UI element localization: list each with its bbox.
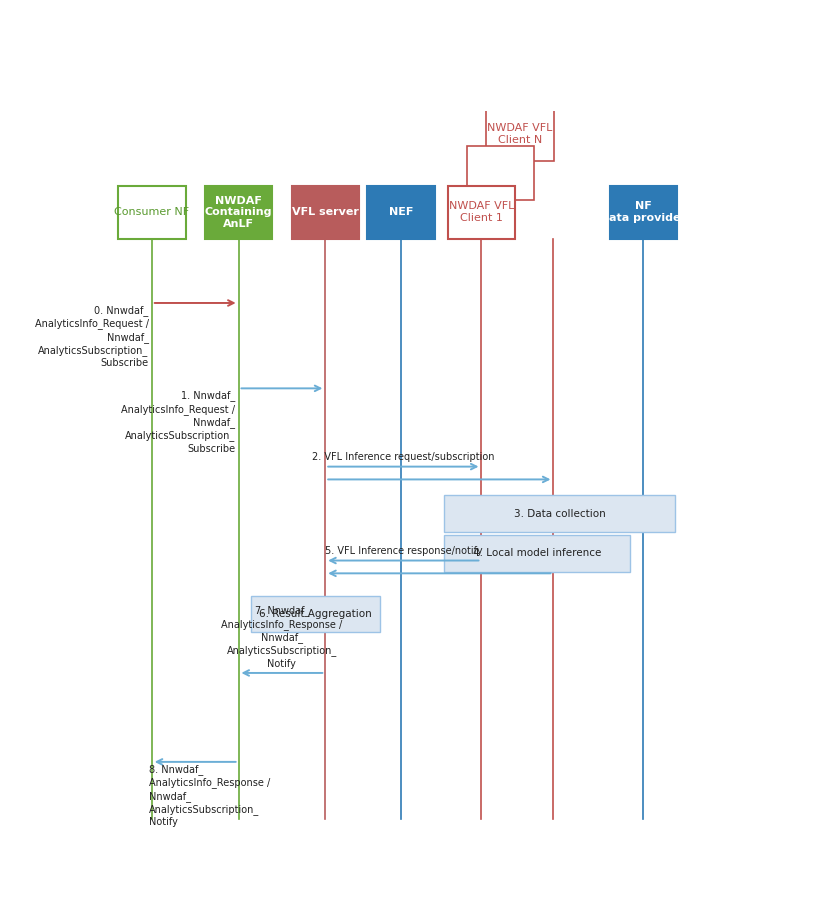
FancyBboxPatch shape xyxy=(251,596,379,632)
FancyBboxPatch shape xyxy=(444,535,630,572)
Text: 2. VFL Inference request/subscription: 2. VFL Inference request/subscription xyxy=(311,453,494,462)
FancyBboxPatch shape xyxy=(609,186,676,239)
FancyBboxPatch shape xyxy=(367,186,435,239)
Text: 8. Nnwdaf_
AnalyticsInfo_Response /
Nnwdaf_
AnalyticsSubscription_
Notify: 8. Nnwdaf_ AnalyticsInfo_Response / Nnwd… xyxy=(148,764,270,827)
Text: 7. Nnwdaf_
AnalyticsInfo_Response /
Nnwdaf_
AnalyticsSubscription_
Notify: 7. Nnwdaf_ AnalyticsInfo_Response / Nnwd… xyxy=(221,605,342,669)
Text: NWDAF VFL
Client N: NWDAF VFL Client N xyxy=(487,123,552,145)
FancyBboxPatch shape xyxy=(447,186,514,239)
FancyBboxPatch shape xyxy=(444,495,675,532)
Text: NEF: NEF xyxy=(388,207,413,217)
FancyBboxPatch shape xyxy=(118,186,185,239)
FancyBboxPatch shape xyxy=(291,186,359,239)
Text: NWDAF VFL
Client 1: NWDAF VFL Client 1 xyxy=(448,201,513,223)
Text: Consumer NF: Consumer NF xyxy=(114,207,189,217)
Text: 3. Data collection: 3. Data collection xyxy=(513,508,605,518)
Text: VFL server: VFL server xyxy=(291,207,359,217)
Text: 4. Local model inference: 4. Local model inference xyxy=(473,549,601,558)
FancyBboxPatch shape xyxy=(205,186,272,239)
FancyBboxPatch shape xyxy=(466,146,534,200)
FancyBboxPatch shape xyxy=(486,107,553,161)
Text: 1. Nnwdaf_
AnalyticsInfo_Request /
Nnwdaf_
AnalyticsSubscription_
Subscribe: 1. Nnwdaf_ AnalyticsInfo_Request / Nnwda… xyxy=(121,391,235,454)
Text: 6. Result Aggregation: 6. Result Aggregation xyxy=(259,609,372,619)
Text: NWDAF
Containing
AnLF: NWDAF Containing AnLF xyxy=(205,196,272,229)
Text: 5. VFL Inference response/notify: 5. VFL Inference response/notify xyxy=(324,546,482,556)
Text: NF
(data provider): NF (data provider) xyxy=(595,201,690,223)
Text: 0. Nnwdaf_
AnalyticsInfo_Request /
Nnwdaf_
AnalyticsSubscription_
Subscribe: 0. Nnwdaf_ AnalyticsInfo_Request / Nnwda… xyxy=(35,305,148,369)
